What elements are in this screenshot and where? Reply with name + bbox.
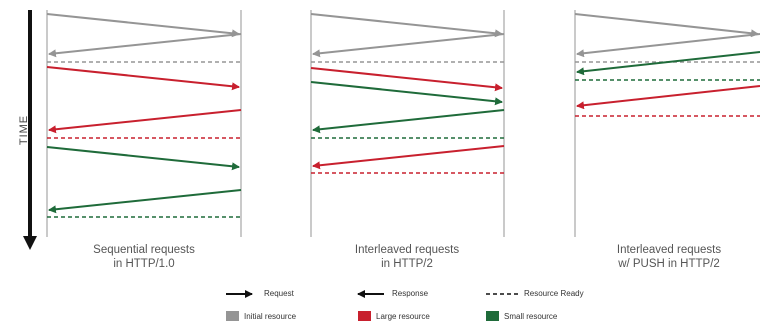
legend-large-swatch bbox=[358, 311, 371, 321]
legend-large-label: Large resource bbox=[376, 312, 430, 321]
sequential-initial-response-arrow bbox=[48, 33, 242, 58]
legend-small-swatch bbox=[486, 311, 499, 321]
sequential-large-response-arrow bbox=[48, 109, 242, 134]
push-large-response-arrow bbox=[576, 85, 760, 110]
sequential-small-response-arrow bbox=[48, 189, 242, 214]
legend-initial-label: Initial resource bbox=[244, 312, 297, 321]
caption-sequential: Sequential requests in HTTP/1.0 bbox=[44, 243, 244, 271]
caption-sequential-line2: in HTTP/1.0 bbox=[113, 258, 175, 270]
legend-response-label: Response bbox=[392, 289, 429, 298]
interleaved-large-request-arrow bbox=[310, 67, 503, 92]
legend-small-label: Small resource bbox=[504, 312, 558, 321]
time-axis-arrowhead-icon bbox=[23, 236, 37, 250]
legend-initial-swatch bbox=[226, 311, 239, 321]
sequential-small-request-arrow bbox=[46, 146, 240, 171]
push-initial-response-arrow bbox=[576, 33, 760, 58]
interleaved-initial-request-arrow bbox=[310, 13, 503, 38]
interleaved-large-response-arrow bbox=[312, 145, 505, 170]
caption-interleaved-line2: in HTTP/2 bbox=[381, 258, 433, 270]
interleaved-initial-response-arrow bbox=[312, 33, 505, 58]
caption-sequential-line1: Sequential requests bbox=[93, 244, 195, 256]
caption-push-line1: Interleaved requests bbox=[616, 244, 722, 256]
sequential-large-request-arrow bbox=[46, 66, 240, 91]
caption-interleaved-line1: Interleaved requests bbox=[354, 244, 460, 256]
interleaved-small-request-arrow bbox=[310, 81, 503, 106]
push-small-response-arrow bbox=[576, 51, 760, 76]
interleaved-small-response-arrow bbox=[312, 109, 505, 134]
caption-push: Interleaved requests w/ PUSH in HTTP/2 bbox=[569, 243, 760, 271]
legend-request-label: Request bbox=[264, 289, 294, 298]
push-initial-request-arrow bbox=[574, 13, 759, 38]
events-layer bbox=[46, 13, 760, 218]
time-axis-label: TIME bbox=[18, 114, 30, 146]
caption-interleaved: Interleaved requests in HTTP/2 bbox=[307, 243, 507, 271]
sequential-initial-request-arrow bbox=[46, 13, 240, 38]
caption-push-line2: w/ PUSH in HTTP/2 bbox=[618, 258, 720, 270]
lifelines bbox=[46, 10, 576, 237]
legend-ready-label: Resource Ready bbox=[524, 289, 584, 298]
time-axis bbox=[23, 10, 37, 250]
